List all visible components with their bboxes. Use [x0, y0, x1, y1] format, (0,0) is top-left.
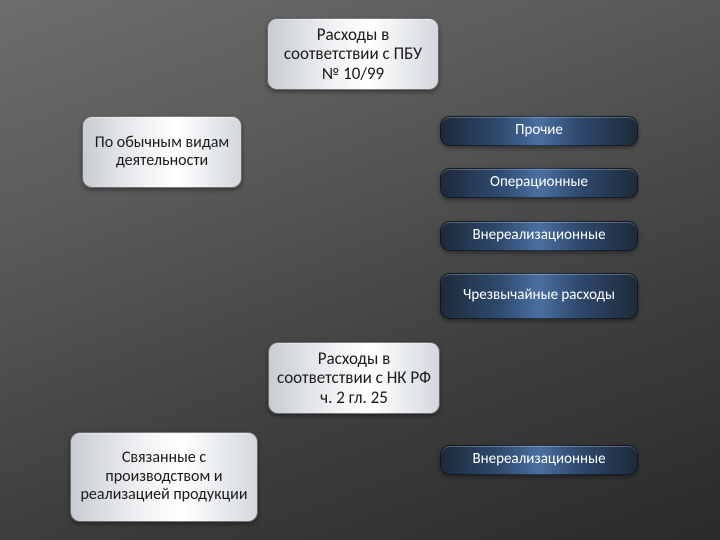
node-label: Операционные [490, 174, 588, 191]
node-label: Расходы в соответствии с НК РФ ч. 2 гл. … [277, 349, 431, 408]
node-root-pbu: Расходы в соответствии с ПБУ № 10/99 [267, 18, 439, 90]
node-production: Связанные с производством и реализацией … [70, 432, 258, 522]
node-label: Связанные с производством и реализацией … [79, 449, 249, 504]
node-label: Расходы в соответствии с ПБУ № 10/99 [276, 25, 430, 84]
node-label: Внереализационные [472, 227, 605, 244]
node-label: По обычным видам деятельности [91, 134, 233, 171]
node-root-nk: Расходы в соответствии с НК РФ ч. 2 гл. … [268, 342, 440, 414]
node-nonrealization-1: Внереализационные [440, 221, 638, 251]
node-ordinary-activities: По обычным видам деятельности [82, 116, 242, 188]
node-label: Внереализационные [472, 451, 605, 468]
node-nonrealization-2: Внереализационные [440, 445, 638, 475]
node-label: Прочие [515, 122, 563, 139]
node-label: Чрезвычайные расходы [463, 287, 615, 304]
node-extraordinary: Чрезвычайные расходы [440, 273, 638, 319]
node-other: Прочие [440, 116, 638, 146]
node-operational: Операционные [440, 168, 638, 198]
